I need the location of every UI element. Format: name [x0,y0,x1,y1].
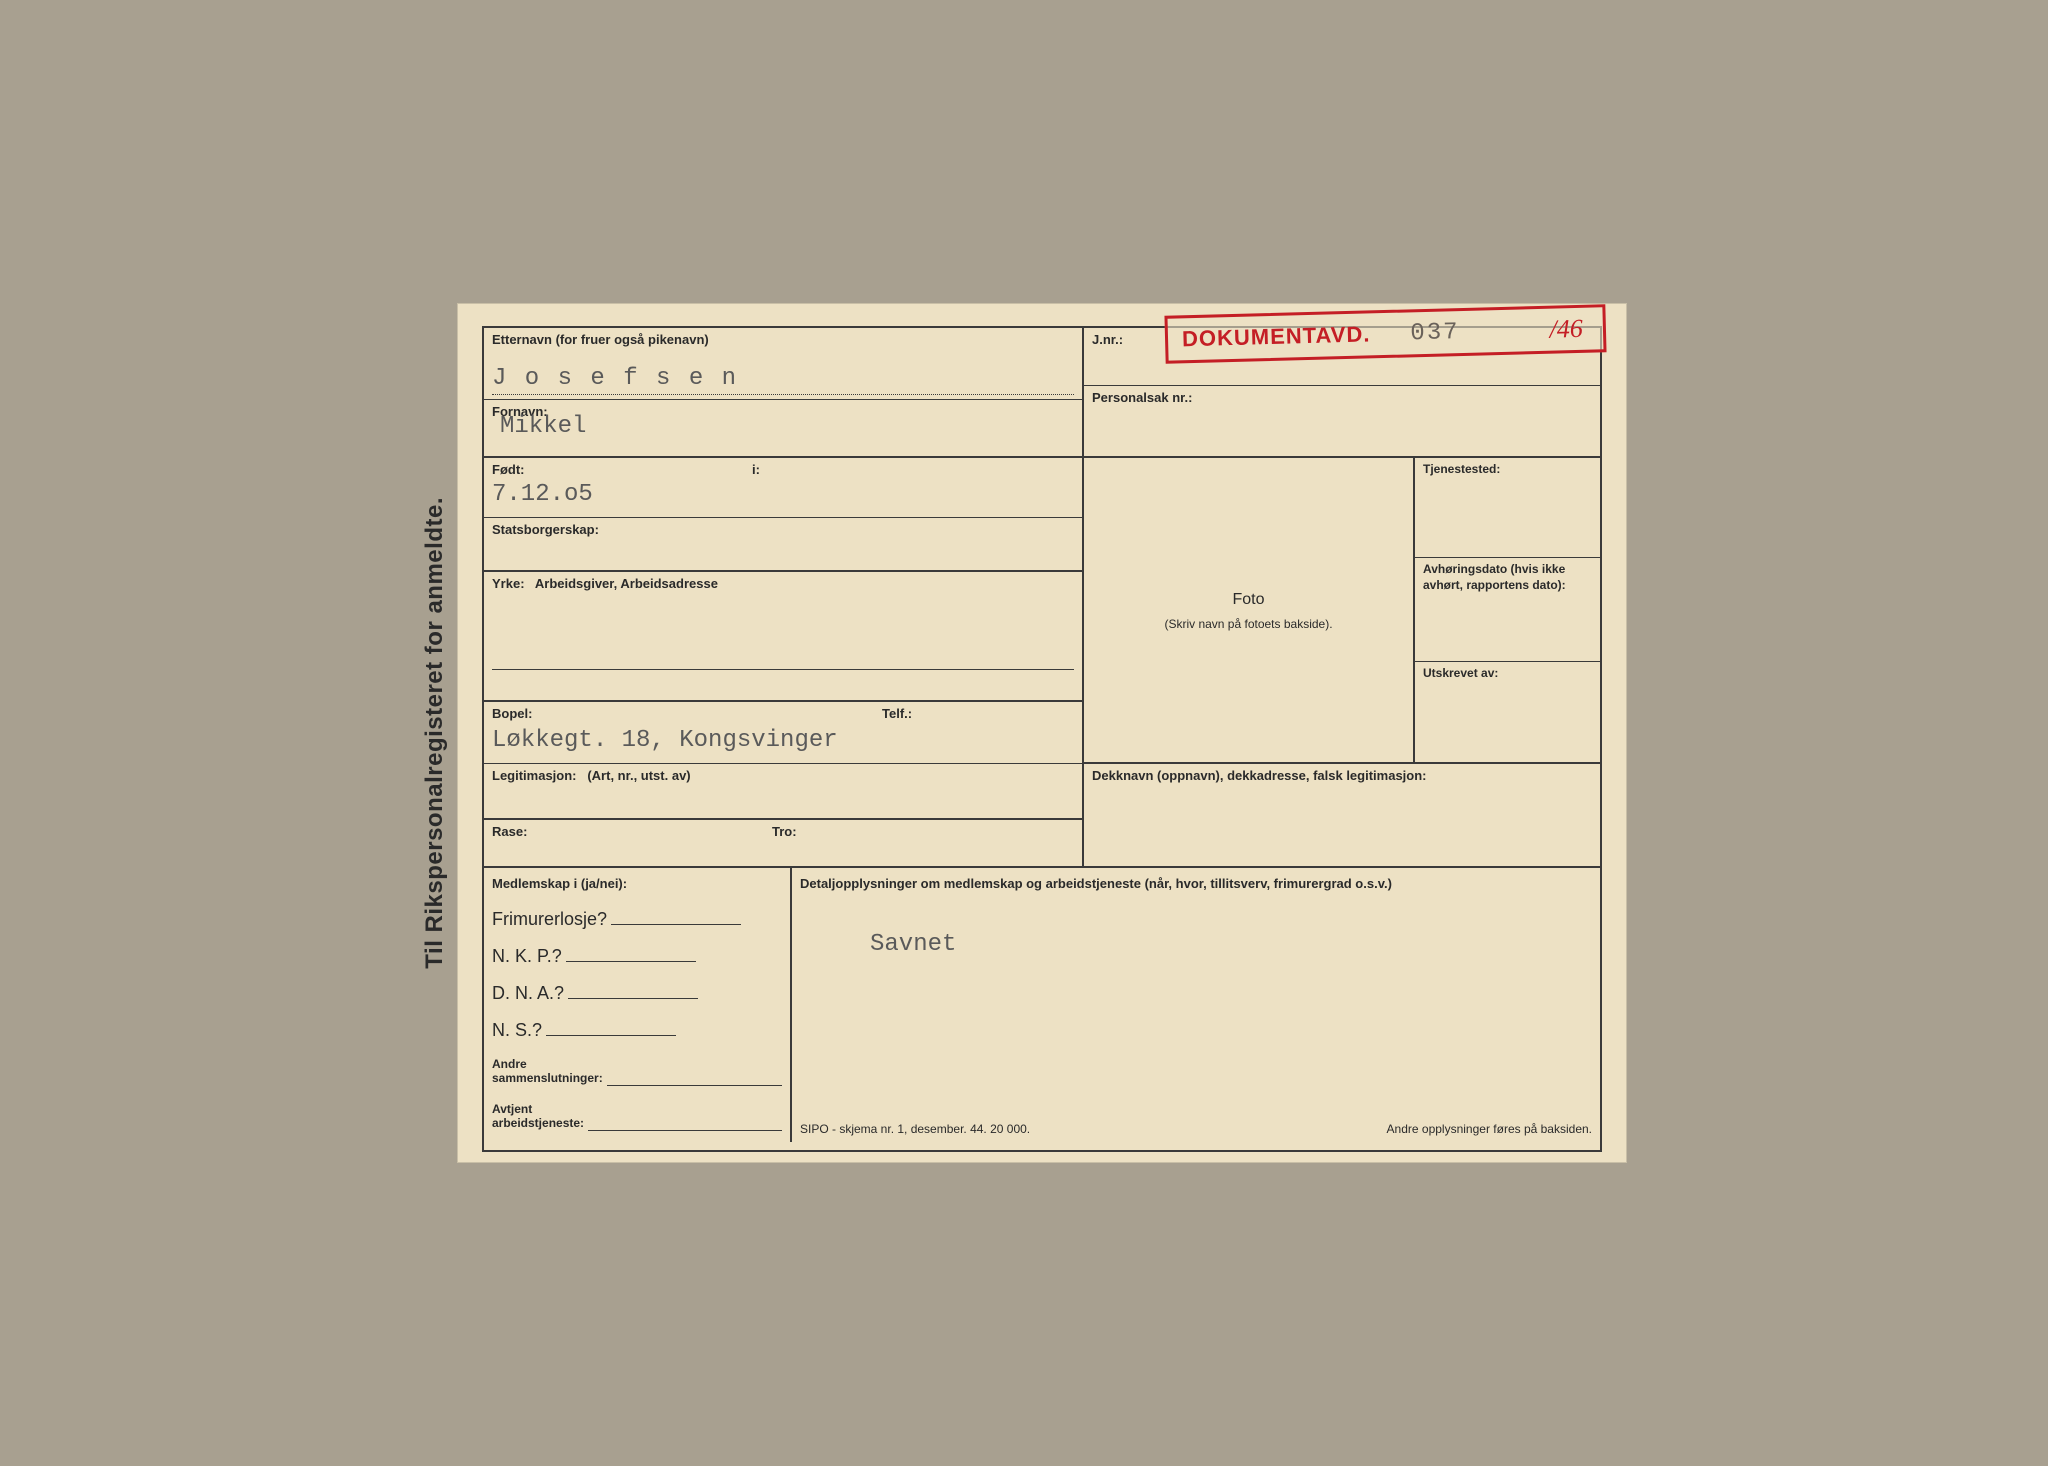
bopel-label: Bopel: [492,706,882,721]
footer-left: SIPO - skjema nr. 1, desember. 44. 20 00… [800,1122,1030,1136]
right-column: J.nr.: Personalsak nr.: Foto (Skriv navn… [1084,328,1600,866]
details-header: Detaljopplysninger om medlemskap og arbe… [800,876,1592,891]
yrke-label: Yrke: Arbeidsgiver, Arbeidsadresse [492,576,1074,591]
dekknavn-label: Dekknavn (oppnavn), dekkadresse, falsk l… [1092,768,1592,783]
fornavn-value: Mikkel [500,413,1074,440]
stamp-title: DOKUMENTAVD. [1182,321,1371,352]
frimurerlosje-label: Frimurerlosje? [492,909,607,930]
legitimasjon-label: Legitimasjon: (Art, nr., utst. av) [492,768,1074,783]
etternavn-label: Etternavn (for fruer også pikenavn) [492,332,1074,347]
fodt-i-label: i: [752,462,760,477]
tro-label: Tro: [772,824,797,864]
membership-box: Medlemskap i (ja/nei): Frimurerlosje? N.… [484,868,792,1142]
foto-label: Foto [1232,591,1264,609]
form-border: DOKUMENTAVD. 037 /46 Etternavn (for frue… [482,326,1602,1152]
ns-label: N. S.? [492,1020,542,1041]
membership-item: D. N. A.? [492,983,782,1004]
tjenestested-label: Tjenestested: [1423,462,1592,476]
etternavn-value: J o s e f s e n [492,365,738,392]
dna-label: D. N. A.? [492,983,564,1004]
stamp-handwritten: /46 [1549,314,1583,345]
membership-item: N. K. P.? [492,946,782,967]
footer-right: Andre opplysninger føres på baksiden. [1387,1122,1592,1136]
fodt-value: 7.12.o5 [492,481,752,508]
foto-sub: (Skriv navn på fotoets bakside). [1164,617,1332,631]
stamp-number: 037 [1410,319,1460,347]
registration-card: DOKUMENTAVD. 037 /46 Etternavn (for frue… [457,303,1627,1163]
andre-samm-label: Andre sammenslutninger: [492,1057,603,1086]
nkp-label: N. K. P.? [492,946,562,967]
fodt-label: Født: [492,462,752,477]
personalsak-label: Personalsak nr.: [1092,390,1592,405]
rase-label: Rase: [492,824,772,864]
membership-header: Medlemskap i (ja/nei): [492,876,782,891]
membership-item: N. S.? [492,1020,782,1041]
vertical-title: Til Rikspersonalregisteret for anmeldte. [421,497,449,969]
details-box: Detaljopplysninger om medlemskap og arbe… [792,868,1600,1142]
avtjent-label: Avtjent arbeidstjeneste: [492,1102,584,1131]
details-value: Savnet [870,931,1592,958]
membership-item: Frimurerlosje? [492,909,782,930]
utskrevet-label: Utskrevet av: [1423,666,1592,680]
telf-label: Telf.: [882,706,912,721]
left-column: Etternavn (for fruer også pikenavn) J o … [484,328,1084,866]
avhoringsdato-label: Avhøringsdato (hvis ikke avhørt, rapport… [1423,562,1592,593]
bopel-value: Løkkegt. 18, Kongsvinger [492,727,1074,754]
statsborgerskap-label: Statsborgerskap: [492,522,1074,537]
